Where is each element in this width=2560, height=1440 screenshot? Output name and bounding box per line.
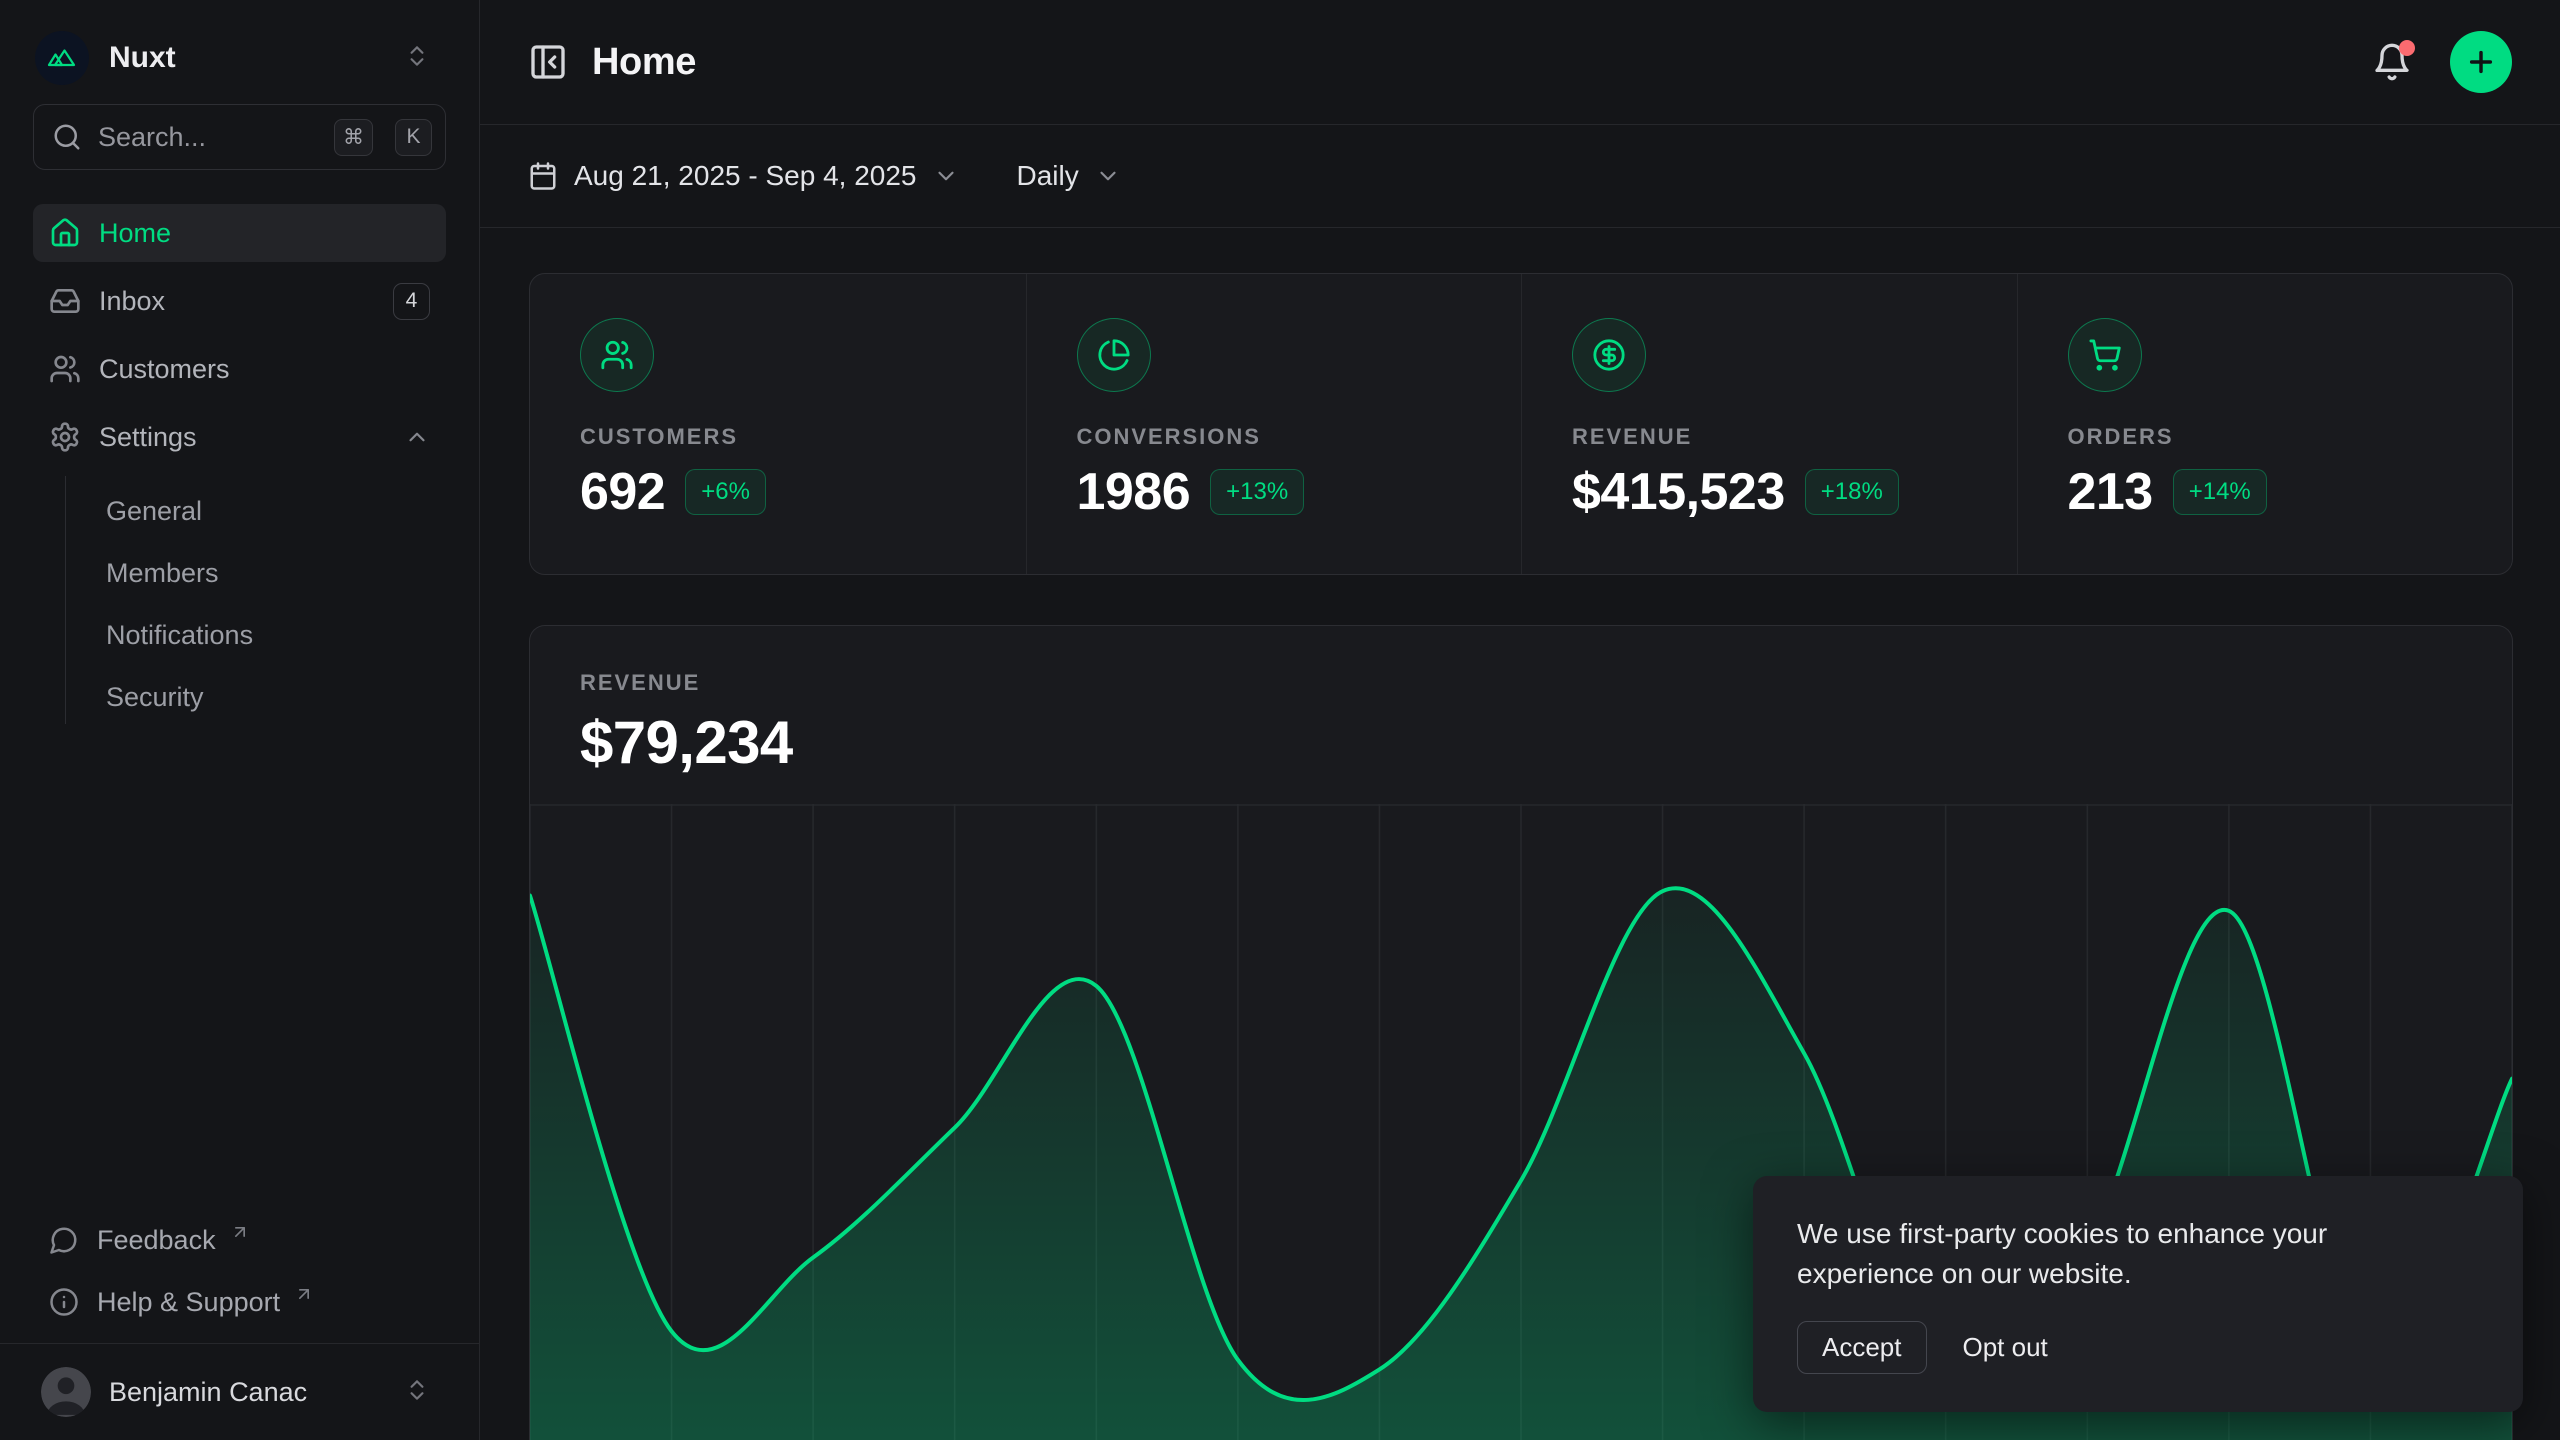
stat-label: REVENUE [1572, 424, 1693, 449]
stat-delta-badge: +13% [1210, 469, 1305, 515]
message-circle-icon [49, 1225, 79, 1255]
add-button[interactable] [2450, 31, 2512, 93]
stat-value: $415,523 [1572, 463, 1785, 521]
cookie-message: We use first-party cookies to enhance yo… [1797, 1217, 2328, 1290]
nuxt-logo-icon [35, 31, 89, 85]
sidebar-item-security[interactable]: Security [106, 681, 204, 712]
sidebar: Nuxt Search... ⌘ K Home [0, 0, 480, 1440]
sidebar-item-label: Settings [99, 421, 197, 452]
gear-icon [49, 421, 81, 453]
feedback-label: Feedback [97, 1224, 216, 1255]
stat-label: CONVERSIONS [1076, 424, 1261, 449]
toolbar: Aug 21, 2025 - Sep 4, 2025 Daily [480, 125, 2560, 228]
granularity-select[interactable]: Daily [1017, 160, 1121, 192]
settings-subnav: General Members Notifications Security [65, 476, 446, 724]
chevron-up-icon [404, 424, 430, 450]
users-icon [580, 318, 654, 392]
stat-value: 692 [580, 463, 666, 521]
chevrons-up-down-icon [404, 43, 430, 74]
workspace-switcher[interactable]: Nuxt [33, 28, 446, 88]
cookie-banner: We use first-party cookies to enhance yo… [1753, 1175, 2523, 1412]
user-name: Benjamin Canac [109, 1376, 308, 1407]
main-area: Home Aug 21, [480, 0, 2560, 1440]
sidebar-item-general[interactable]: General [106, 495, 203, 526]
stats-row: CUSTOMERS 692 +6% CONVERSIONS 1986 +13% [529, 273, 2513, 575]
sidebar-item-notifications[interactable]: Notifications [106, 619, 254, 650]
revenue-chart-label: REVENUE [580, 670, 701, 695]
chevron-down-icon [933, 163, 959, 189]
cookie-actions: Accept Opt out [1797, 1321, 2479, 1374]
stat-delta-badge: +14% [2172, 469, 2267, 515]
revenue-chart-total: $79,234 [580, 709, 793, 776]
sidebar-item-label: Home [99, 217, 172, 248]
external-link-icon [230, 1222, 250, 1242]
user-avatar [41, 1367, 91, 1417]
stat-label: ORDERS [2067, 424, 2174, 449]
date-range-value: Aug 21, 2025 - Sep 4, 2025 [574, 160, 917, 191]
revenue-chart-header: REVENUE $79,234 [530, 626, 2512, 777]
bell-icon [2372, 42, 2412, 82]
search-placeholder: Search... [98, 121, 207, 152]
home-icon [49, 217, 81, 249]
feedback-link[interactable]: Feedback [33, 1209, 446, 1271]
kbd-k: K [395, 118, 432, 156]
stat-card-customers[interactable]: CUSTOMERS 692 +6% [530, 274, 1026, 574]
sidebar-collapse-button[interactable] [528, 42, 568, 82]
users-icon [49, 353, 81, 385]
inbox-icon [49, 285, 81, 317]
stat-delta-badge: +18% [1804, 469, 1899, 515]
external-link-icon [294, 1284, 314, 1304]
sidebar-item-inbox[interactable]: Inbox 4 [33, 272, 446, 330]
plus-icon [2465, 46, 2497, 78]
chevron-down-icon [1095, 163, 1121, 189]
pie-chart-icon [1076, 318, 1151, 392]
sidebar-divider [0, 1343, 479, 1344]
sidebar-item-label: Inbox [99, 285, 166, 316]
sidebar-item-settings[interactable]: Settings [33, 408, 446, 466]
panel-left-close-icon [528, 42, 568, 82]
search-input[interactable]: Search... ⌘ K [33, 104, 446, 170]
kbd-command: ⌘ [334, 118, 373, 156]
accept-button[interactable]: Accept [1797, 1321, 1927, 1374]
info-icon [49, 1287, 79, 1317]
topbar: Home [480, 0, 2560, 125]
notification-dot [2399, 40, 2415, 56]
content: CUSTOMERS 692 +6% CONVERSIONS 1986 +13% [480, 228, 2560, 1440]
shopping-cart-icon [2067, 318, 2142, 392]
sidebar-item-label: Customers [99, 353, 230, 384]
page-title: Home [592, 40, 697, 83]
chevrons-up-down-icon [404, 1377, 430, 1408]
sidebar-footer: Feedback Help & Support Benjami [0, 1209, 479, 1440]
sidebar-nav: Home Inbox 4 Customers Settings [33, 204, 446, 724]
stat-label: CUSTOMERS [580, 424, 738, 449]
stat-value: 1986 [1076, 463, 1191, 521]
granularity-value: Daily [1016, 160, 1079, 191]
calendar-icon [528, 161, 558, 191]
search-icon [52, 122, 82, 152]
stat-card-orders[interactable]: ORDERS 213 +14% [2016, 274, 2513, 574]
stat-value: 213 [2067, 463, 2154, 521]
help-support-link[interactable]: Help & Support [33, 1271, 446, 1333]
stat-card-conversions[interactable]: CONVERSIONS 1986 +13% [1025, 274, 1522, 574]
circle-dollar-icon [1572, 318, 1646, 392]
sidebar-item-customers[interactable]: Customers [33, 340, 446, 398]
user-menu[interactable]: Benjamin Canac [33, 1344, 446, 1440]
inbox-count-badge: 4 [393, 282, 430, 320]
notifications-button[interactable] [2372, 40, 2415, 82]
topbar-actions [2372, 31, 2512, 93]
sidebar-item-members[interactable]: Members [106, 557, 219, 588]
opt-out-button[interactable]: Opt out [1963, 1322, 2048, 1373]
sidebar-item-home[interactable]: Home [33, 204, 446, 262]
help-support-label: Help & Support [97, 1286, 281, 1317]
stat-card-revenue[interactable]: REVENUE $415,523 +18% [1521, 274, 2017, 574]
workspace-name: Nuxt [109, 41, 176, 74]
stat-delta-badge: +6% [685, 469, 766, 515]
date-range-picker[interactable]: Aug 21, 2025 - Sep 4, 2025 [528, 160, 959, 192]
